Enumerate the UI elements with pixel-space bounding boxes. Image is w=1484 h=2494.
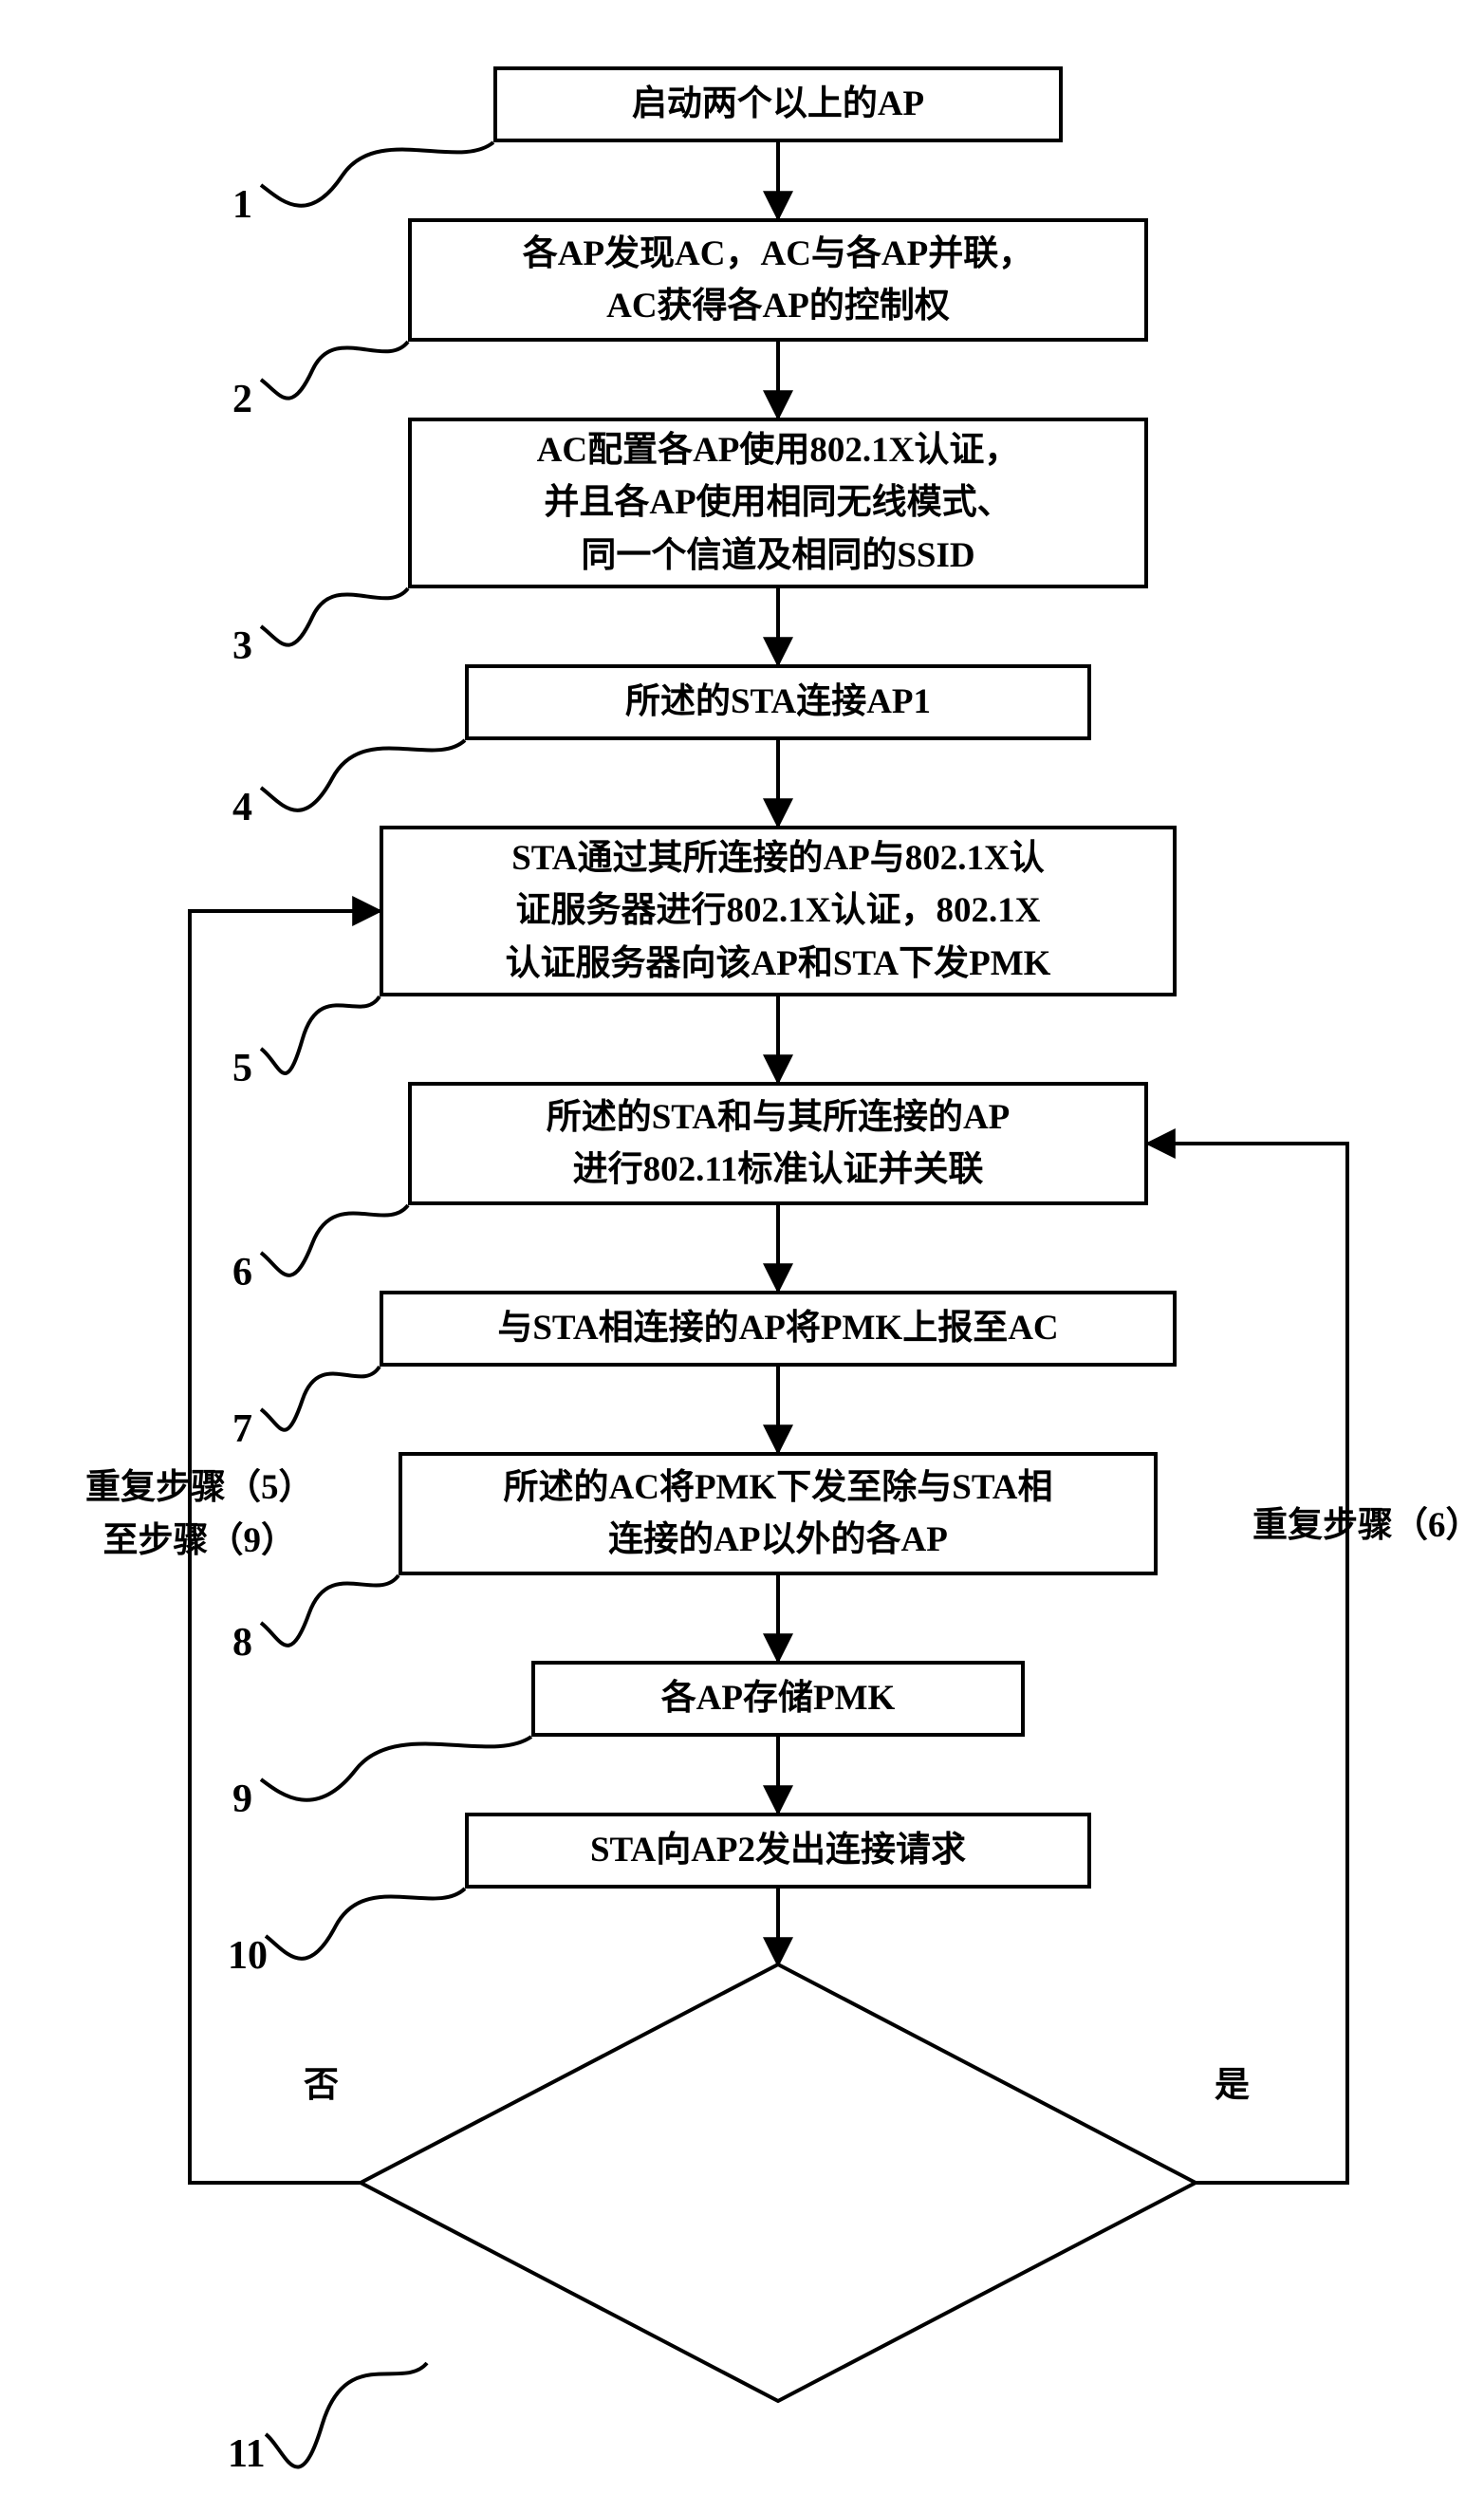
step-5-box: STA通过其所连接的AP与802.1X认证服务器进行802.1X认证，802.1… [380,826,1177,996]
step-2-box: 各AP发现AC，AC与各AP并联，AC获得各AP的控制权 [408,218,1148,342]
step-number-10: 10 [228,1926,268,1986]
step-number-1: 1 [232,176,252,235]
loop-right-label: 重复步骤（6） [1252,1499,1481,1553]
step-4-box: 所述的STA连接AP1 [465,664,1091,740]
step-7-box: 与STA相连接的AP将PMK上报至AC [380,1291,1177,1367]
step-8-box: 所述的AC将PMK下发至除与STA相连接的AP以外的各AP [399,1452,1158,1575]
step-6-box: 所述的STA和与其所连接的AP进行802.11标准认证并关联 [408,1082,1148,1205]
step-number-7: 7 [232,1400,252,1460]
step-number-4: 4 [232,778,252,838]
step-number-6: 6 [232,1243,252,1303]
flowchart-canvas: 启动两个以上的AP 各AP发现AC，AC与各AP并联，AC获得各AP的控制权 A… [0,0,1484,2494]
branch-no-label: 否 [304,2059,339,2112]
step-1-box: 启动两个以上的AP [493,66,1063,142]
step-number-2: 2 [232,370,252,430]
step-9-box: 各AP存储PMK [531,1661,1025,1737]
step-number-11: 11 [228,2425,266,2485]
decision-diamond-text: AP2比较STA发来的连接请求中的PMK与其所储存的PMK是否一致 [474,2107,1082,2265]
step-10-box: STA向AP2发出连接请求 [465,1813,1091,1889]
step-number-3: 3 [232,617,252,677]
step-number-9: 9 [232,1770,252,1830]
step-number-5: 5 [232,1039,252,1099]
step-number-8: 8 [232,1613,252,1673]
branch-yes-label: 是 [1215,2059,1250,2112]
step-3-box: AC配置各AP使用802.1X认证，并且各AP使用相同无线模式、同一个信道及相同… [408,418,1148,588]
loop-left-label: 重复步骤（5）至步骤（9） [85,1461,314,1567]
